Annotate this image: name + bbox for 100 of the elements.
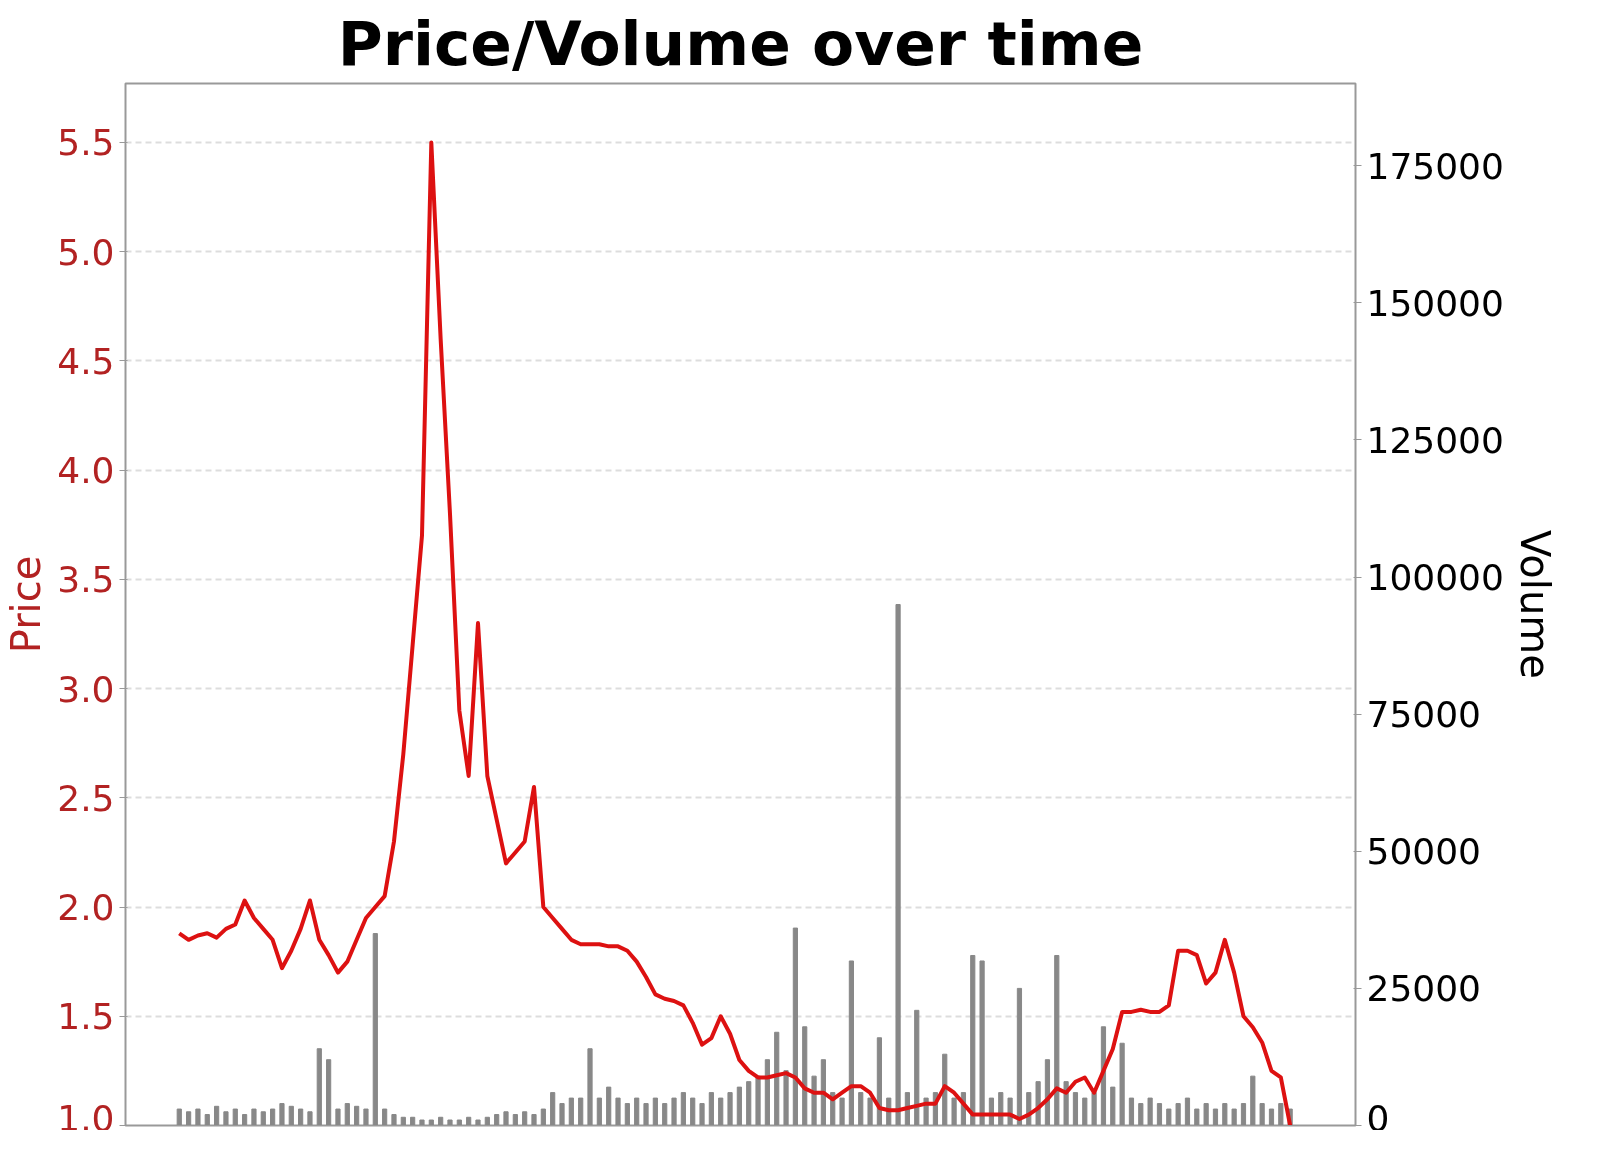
- bar: [382, 1108, 388, 1126]
- bar: [372, 933, 378, 1126]
- line-series: [177, 140, 1293, 1126]
- bar: [186, 1111, 192, 1126]
- bar: [699, 1103, 705, 1126]
- bar: [391, 1114, 397, 1126]
- y-tick-label: 4.0: [57, 450, 115, 492]
- y2-tick-label: 125000: [1366, 419, 1504, 461]
- bar: [970, 954, 976, 1126]
- bar: [438, 1116, 444, 1126]
- y-tick-label: 1.5: [57, 996, 115, 1038]
- bar: [204, 1114, 210, 1126]
- bar: [223, 1111, 229, 1126]
- bar: [1128, 1097, 1135, 1126]
- bar: [839, 1097, 845, 1126]
- bar: [858, 1092, 864, 1126]
- bar: [242, 1114, 248, 1126]
- bar: [1119, 1042, 1125, 1126]
- y2-axis-title: Volume: [1511, 530, 1558, 679]
- bar: [652, 1097, 658, 1126]
- bar: [1016, 987, 1023, 1126]
- y-tick-label: 3.5: [57, 559, 115, 601]
- bar: [727, 1092, 733, 1126]
- y2-tick-label: 75000: [1366, 694, 1482, 736]
- y2-tick-label: 50000: [1366, 831, 1482, 873]
- bar: [484, 1116, 490, 1126]
- y2-tick-label: 150000: [1366, 282, 1504, 324]
- bar: [1166, 1108, 1172, 1126]
- bar: [951, 1097, 957, 1126]
- bar: [298, 1108, 304, 1126]
- bar: [1268, 1108, 1275, 1126]
- bar: [540, 1108, 546, 1126]
- bar: [1082, 1097, 1088, 1126]
- bar: [755, 1075, 761, 1126]
- bar: [419, 1119, 425, 1126]
- bar: [914, 1009, 920, 1126]
- bar: [326, 1059, 332, 1126]
- bar: [316, 1048, 322, 1126]
- y-axis-title: Price: [3, 555, 50, 654]
- y-tick-label: 5.0: [57, 231, 115, 273]
- bar: [1054, 954, 1060, 1126]
- chart-title: Price/Volume over time: [337, 7, 1144, 79]
- bar: [643, 1103, 649, 1126]
- bar: [550, 1092, 556, 1126]
- bar: [718, 1097, 724, 1126]
- bar: [1156, 1103, 1163, 1126]
- bar: [671, 1097, 677, 1126]
- bar: [774, 1031, 780, 1126]
- y-tick-label: 2.0: [57, 887, 115, 929]
- bar: [232, 1108, 238, 1126]
- bar: [811, 1075, 817, 1126]
- bar: [578, 1097, 584, 1126]
- bar: [1091, 1092, 1097, 1126]
- bar: [447, 1119, 453, 1126]
- bar: [1203, 1103, 1209, 1126]
- bar: [428, 1119, 434, 1126]
- bar: [942, 1053, 948, 1126]
- bar: [1110, 1086, 1116, 1126]
- bar: [848, 960, 854, 1126]
- bar: [606, 1086, 612, 1126]
- bar: [1072, 1092, 1079, 1126]
- bar: [1184, 1097, 1191, 1126]
- bar: [596, 1097, 602, 1126]
- bar: [792, 927, 798, 1126]
- bar: [363, 1108, 369, 1126]
- bar: [1212, 1108, 1219, 1126]
- bar: [634, 1097, 640, 1126]
- bar: [475, 1119, 481, 1126]
- bar: [270, 1108, 276, 1126]
- bar: [503, 1111, 509, 1126]
- bar: [680, 1092, 686, 1126]
- bar: [895, 604, 901, 1126]
- bar: [494, 1114, 500, 1126]
- bar: [746, 1081, 752, 1126]
- bar: [802, 1026, 808, 1126]
- bar: [466, 1116, 472, 1126]
- y2-tick-label: 100000: [1366, 557, 1504, 599]
- bar: [764, 1059, 770, 1126]
- bar: [1147, 1097, 1153, 1126]
- bar: [1222, 1103, 1228, 1126]
- bar: [307, 1111, 313, 1126]
- bar: [1175, 1103, 1181, 1126]
- bar: [279, 1103, 285, 1126]
- bar: [736, 1086, 742, 1126]
- bar: [708, 1092, 714, 1126]
- bar: [1194, 1108, 1200, 1126]
- bar: [568, 1097, 574, 1126]
- bar: [1259, 1103, 1265, 1126]
- bar: [1138, 1103, 1144, 1126]
- bar: [662, 1103, 668, 1126]
- bar: [1231, 1108, 1237, 1126]
- bar: [1278, 1103, 1284, 1126]
- bar: [251, 1108, 257, 1126]
- bar: [783, 1070, 789, 1126]
- bar: [344, 1103, 350, 1126]
- y2-tick-label: 175000: [1366, 145, 1504, 187]
- bar: [559, 1103, 565, 1126]
- bar: [615, 1097, 621, 1126]
- bar: [400, 1116, 406, 1126]
- bar: [512, 1114, 518, 1126]
